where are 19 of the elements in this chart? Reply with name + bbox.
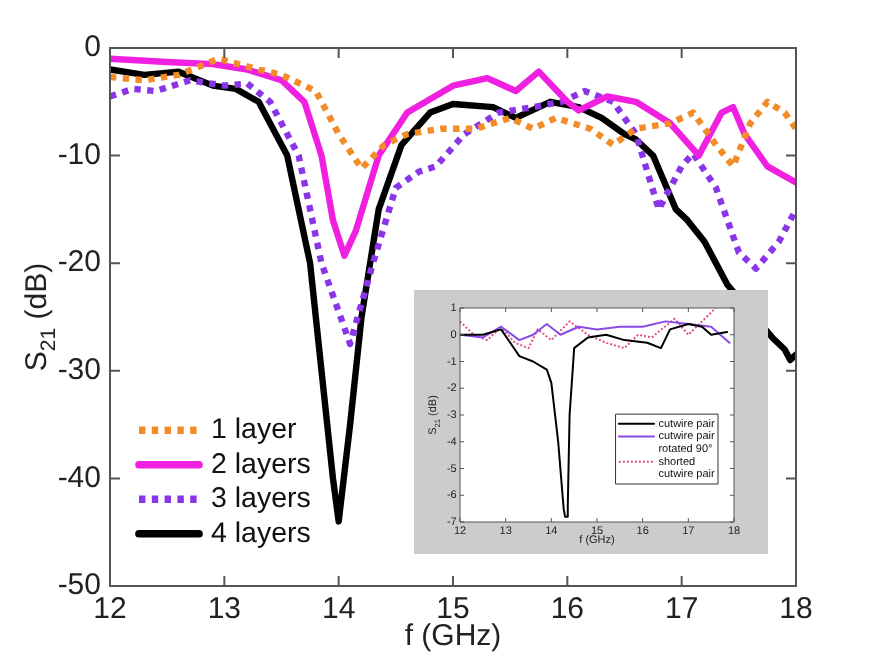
x-tick-label: 18	[779, 592, 813, 627]
line-series	[110, 77, 796, 348]
y-tick-label: 0	[84, 30, 101, 65]
x-tick-label: 14	[321, 592, 356, 627]
line-series	[460, 308, 717, 350]
y-tick-label: -40	[57, 460, 101, 495]
legend-label: 4 layers	[211, 517, 311, 550]
x-tick-label: 17	[664, 592, 699, 627]
y-axis-title: S21 (dB)	[19, 262, 61, 372]
y-tick-label: -30	[57, 353, 101, 388]
legend-label: 3 layers	[211, 483, 311, 516]
x-tick-label: 12	[93, 592, 127, 627]
y-tick-label: -10	[57, 137, 101, 172]
x-tick-label: 16	[550, 592, 585, 627]
legend-label: 2 layers	[211, 448, 311, 481]
line-series	[110, 55, 796, 172]
y-tick-label: -20	[57, 245, 101, 280]
x-tick-label: 13	[207, 592, 242, 627]
legend-label: 1 layer	[211, 414, 298, 447]
